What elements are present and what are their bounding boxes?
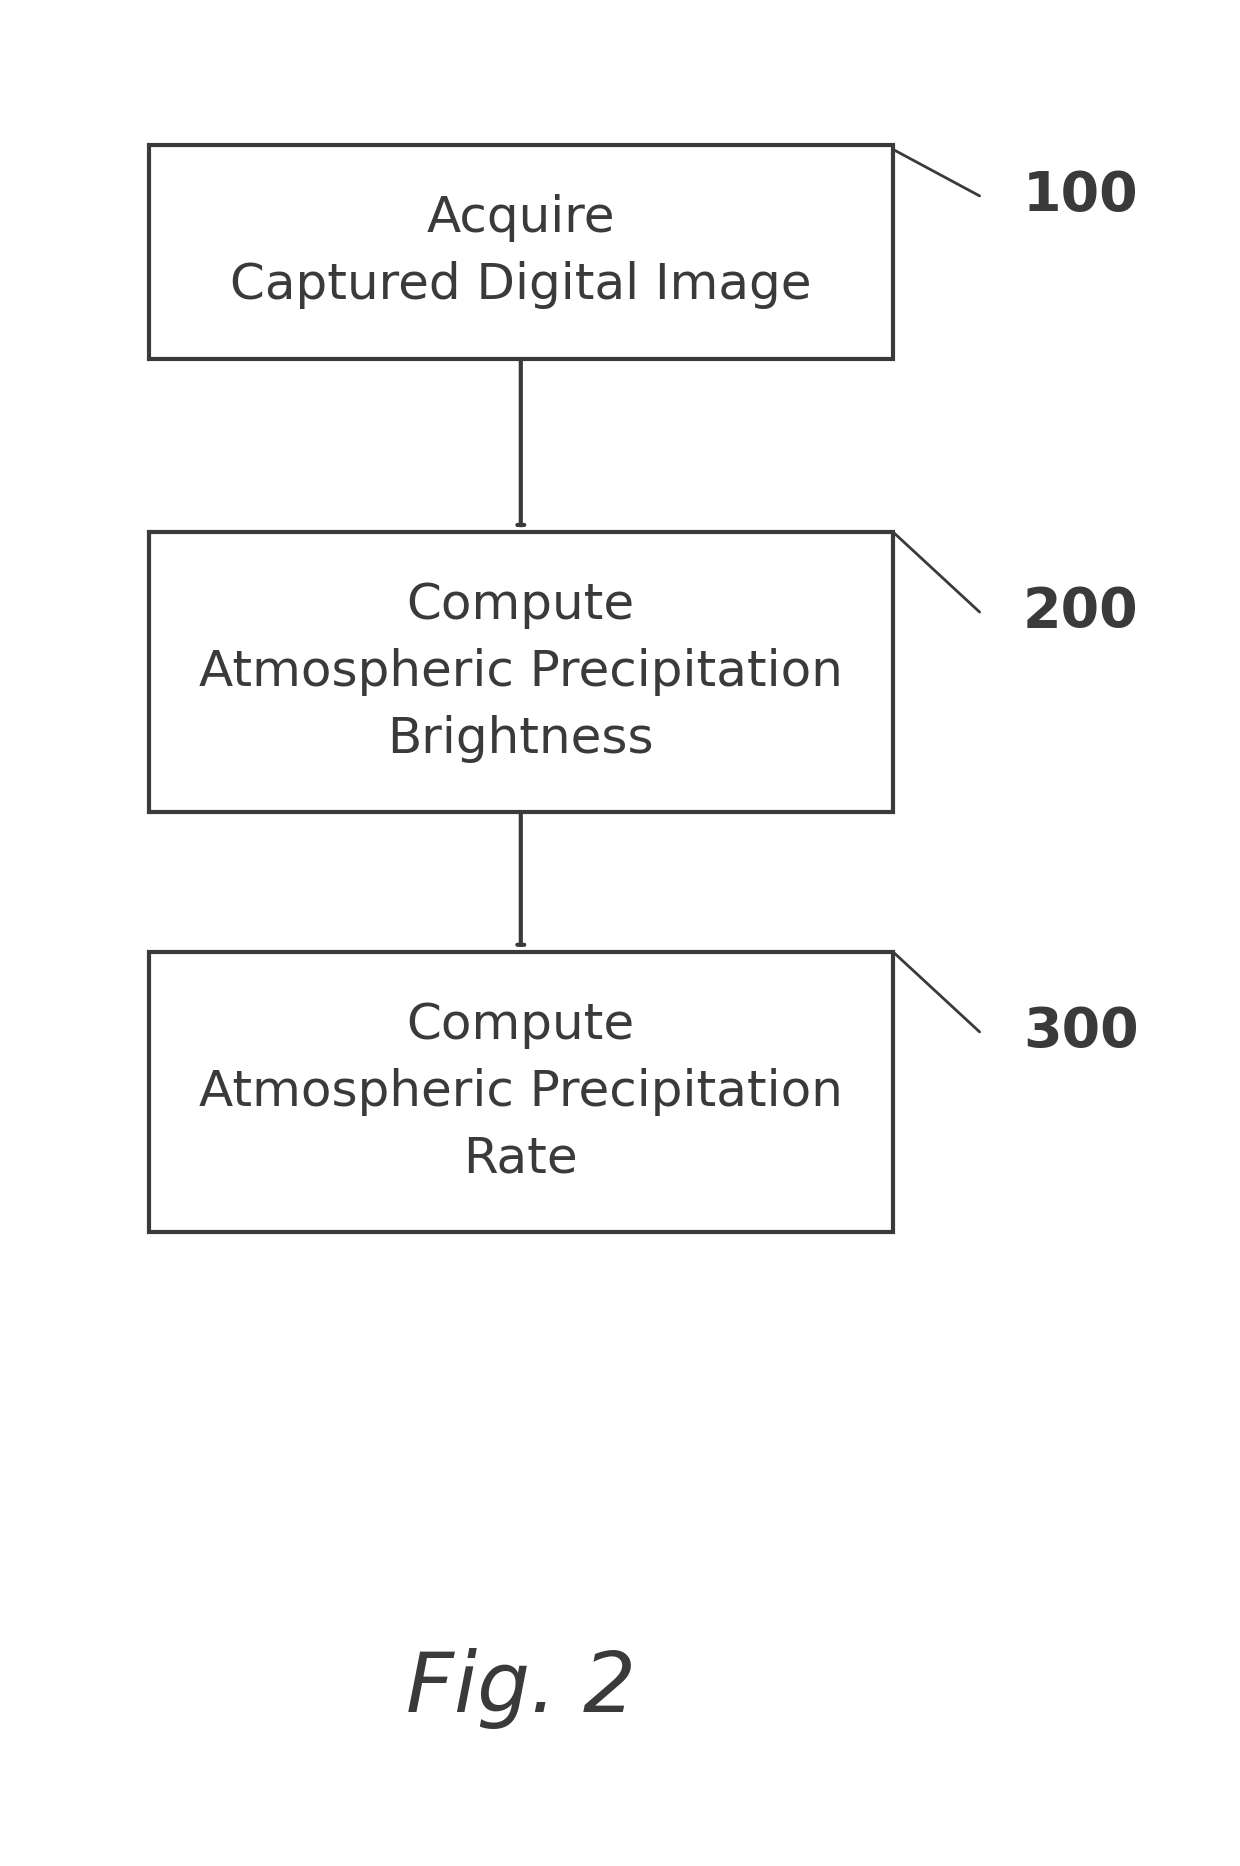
Text: Acquire
Captured Digital Image: Acquire Captured Digital Image — [231, 194, 811, 310]
Text: 100: 100 — [1023, 170, 1138, 222]
Bar — [149, 952, 893, 1232]
Text: Compute
Atmospheric Precipitation
Brightness: Compute Atmospheric Precipitation Bright… — [198, 580, 843, 763]
Text: Compute
Atmospheric Precipitation
Rate: Compute Atmospheric Precipitation Rate — [198, 1000, 843, 1183]
Text: Fig. 2: Fig. 2 — [405, 1648, 636, 1730]
Bar — [149, 532, 893, 812]
Bar — [149, 146, 893, 358]
Text: 200: 200 — [1023, 586, 1138, 638]
Text: 300: 300 — [1023, 1006, 1138, 1058]
